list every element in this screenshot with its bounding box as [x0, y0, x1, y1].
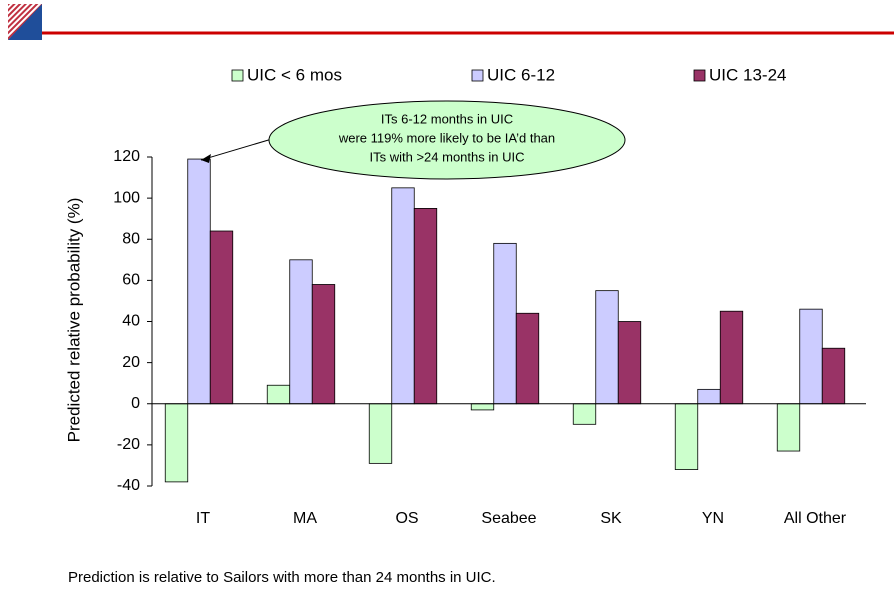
- bar: [391, 187, 415, 405]
- legend-swatch: [231, 69, 244, 82]
- legend-label: UIC 13-24: [709, 65, 786, 84]
- annotation: ITs 6-12 months in UIC: [381, 111, 513, 126]
- bar: [311, 284, 336, 405]
- legend-label: UIC 6-12: [487, 65, 555, 84]
- bar: [776, 403, 801, 452]
- bar: [572, 403, 597, 425]
- bar: [617, 321, 642, 405]
- bar: [674, 403, 699, 470]
- x-tick-label: OS: [395, 510, 418, 527]
- bar: [368, 403, 393, 464]
- x-tick-label: IT: [196, 510, 210, 527]
- y-tick-label: 100: [113, 189, 140, 206]
- footnote: Prediction is relative to Sailors with m…: [68, 569, 496, 586]
- logo: [8, 4, 42, 40]
- bar: [289, 259, 313, 405]
- x-tick-label: All Other: [784, 510, 847, 527]
- bar: [799, 308, 823, 405]
- bar: [719, 310, 744, 405]
- x-tick-label: MA: [293, 510, 317, 527]
- bar: [697, 388, 721, 405]
- bar: [515, 312, 540, 405]
- annotation: were 119% more likely to be IA’d than: [338, 130, 555, 145]
- y-tick-label: 40: [122, 313, 140, 330]
- y-tick-label: 0: [131, 395, 140, 412]
- y-tick-label: -40: [117, 477, 140, 494]
- x-tick-label: SK: [600, 510, 622, 527]
- y-tick-label: 20: [122, 354, 140, 371]
- callout-arrowhead: [201, 154, 211, 164]
- bar: [187, 158, 211, 405]
- y-axis-label: Predicted relative probability (%): [64, 198, 83, 443]
- bar: [470, 403, 495, 411]
- bar: [209, 230, 234, 405]
- bar: [164, 403, 189, 483]
- bar: [266, 384, 291, 405]
- y-tick-label: -20: [117, 436, 140, 453]
- bar: [595, 290, 619, 405]
- bar: [413, 208, 438, 405]
- legend-label: UIC < 6 mos: [247, 65, 342, 84]
- y-tick-label: 60: [122, 272, 140, 289]
- y-tick-label: 120: [113, 148, 140, 165]
- bar: [821, 347, 846, 405]
- x-tick-label: YN: [702, 510, 724, 527]
- legend-swatch: [693, 69, 706, 82]
- bar: [493, 242, 517, 405]
- y-tick-label: 80: [122, 230, 140, 247]
- legend-swatch: [471, 69, 484, 82]
- annotation: ITs with >24 months in UIC: [370, 149, 525, 164]
- x-tick-label: Seabee: [481, 510, 536, 527]
- callout: [268, 100, 626, 180]
